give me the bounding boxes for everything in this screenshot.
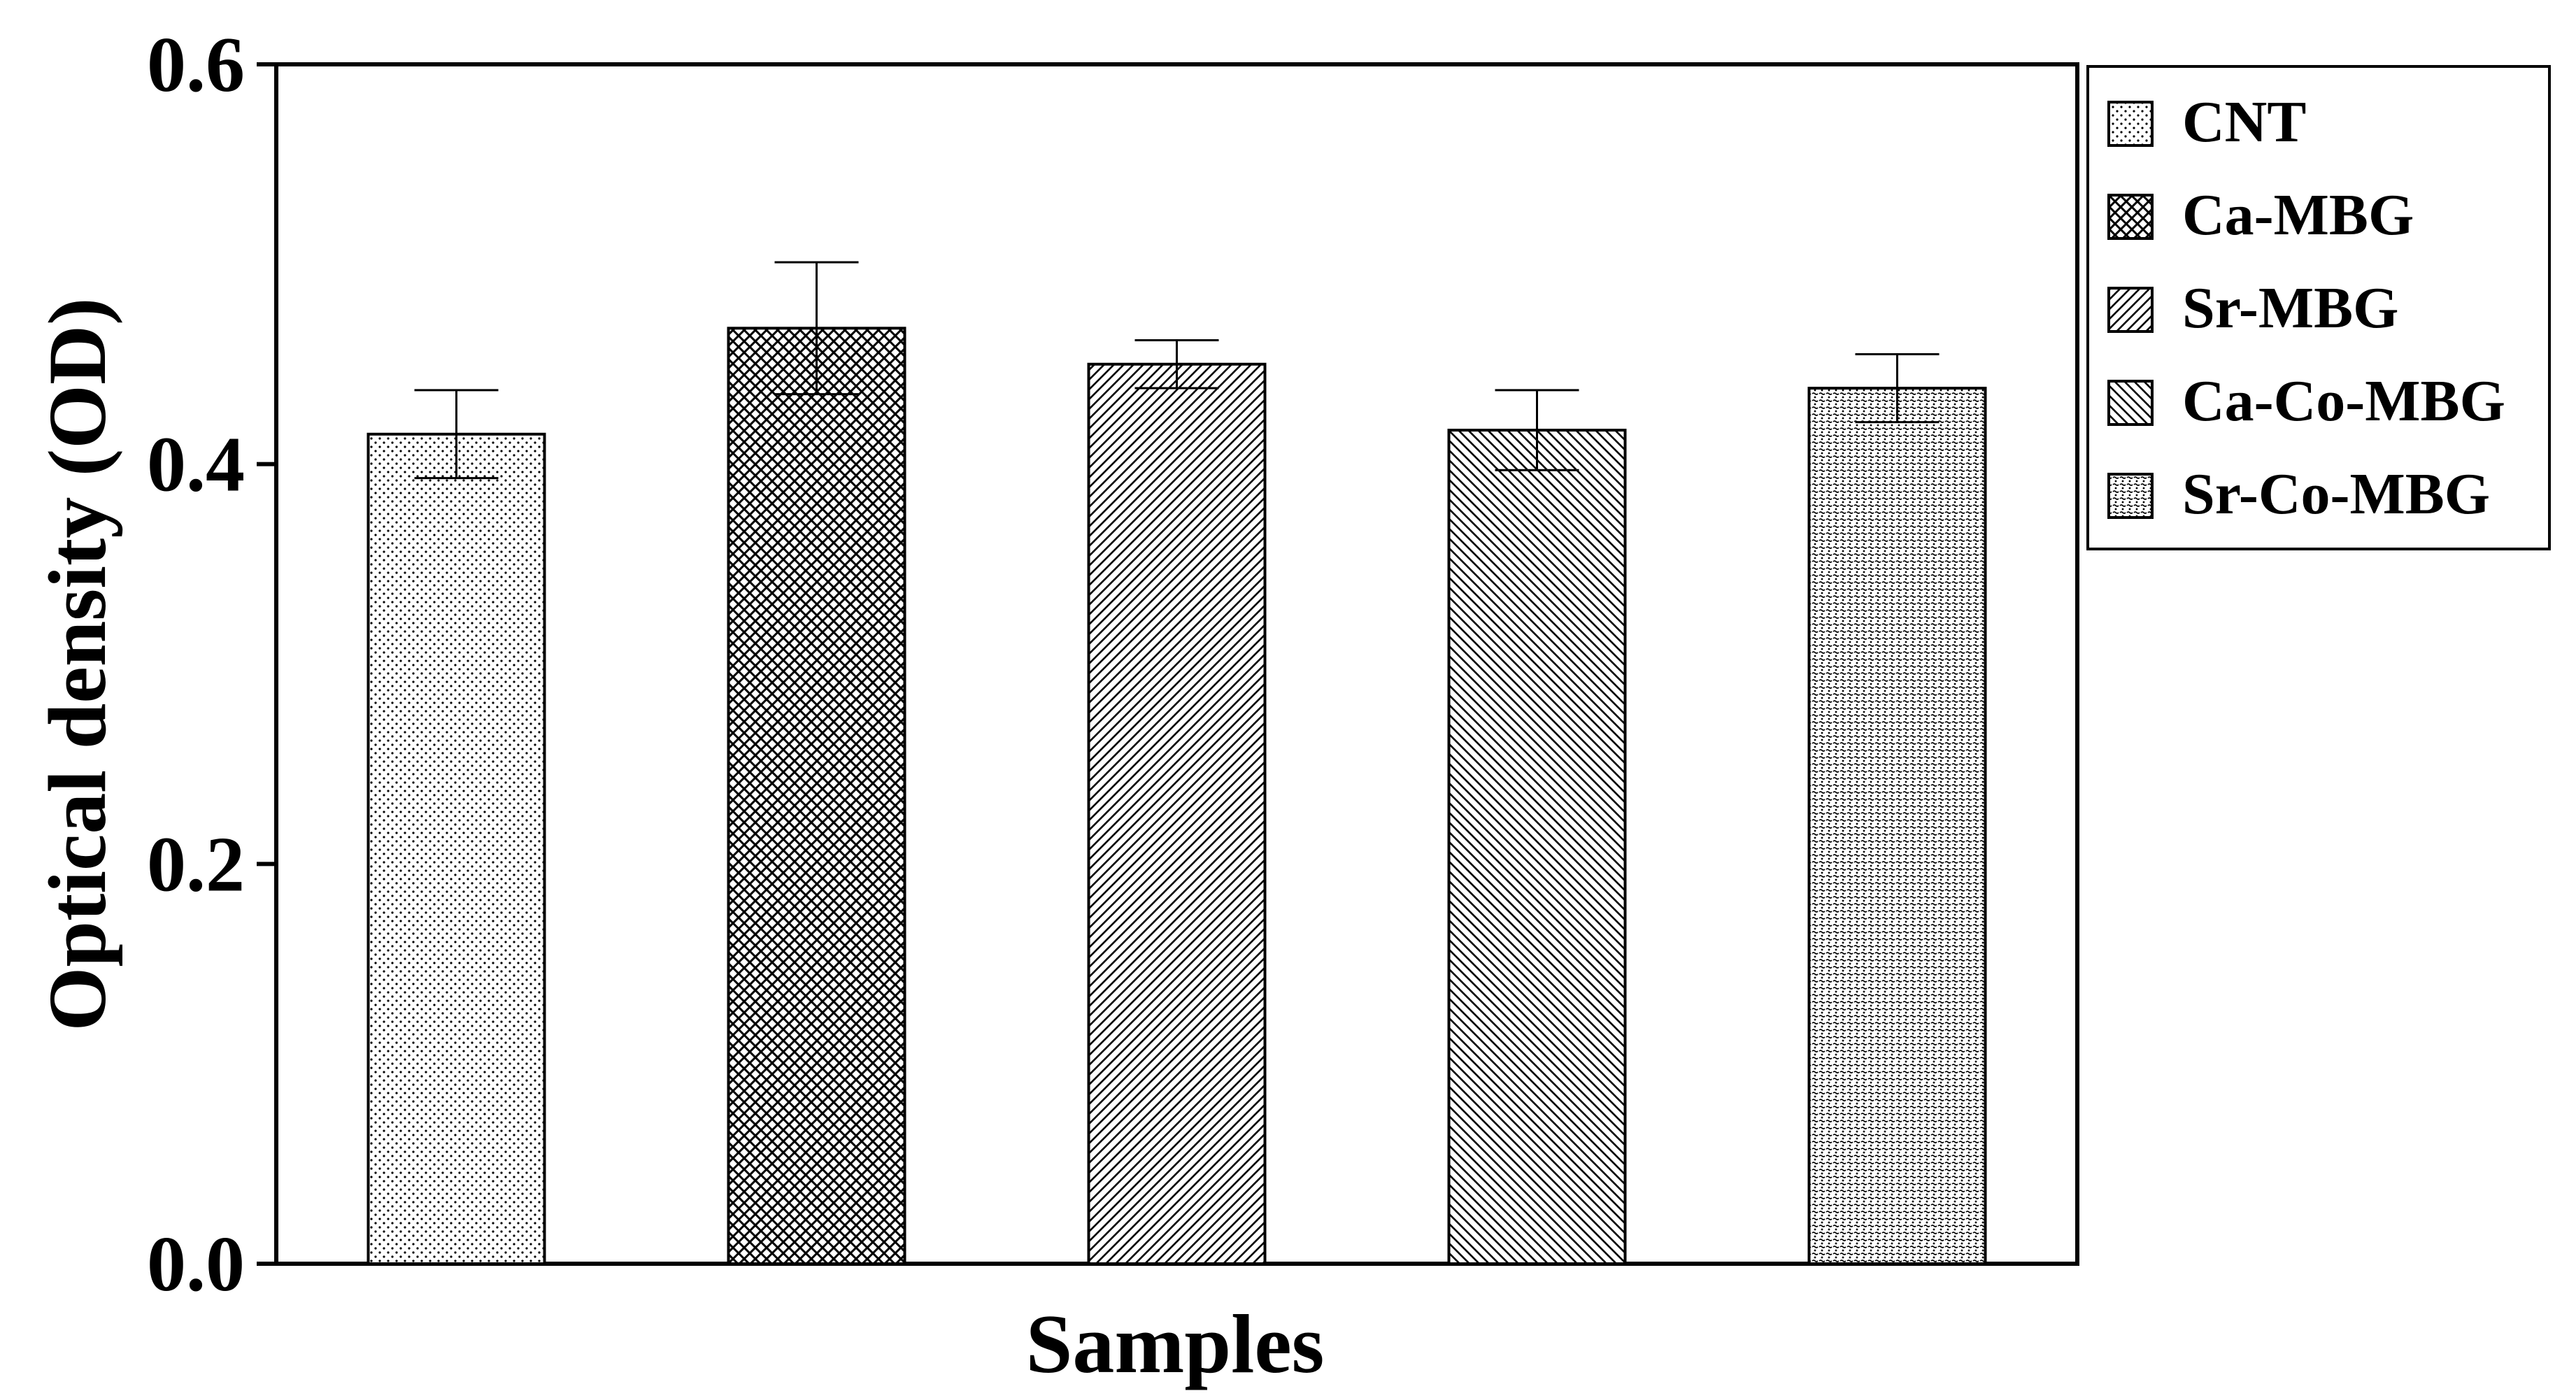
bar-ca-mbg: [727, 327, 906, 1265]
error-bar-ca-mbg: [774, 261, 859, 396]
y-axis-title: Optical density (OD): [31, 298, 123, 1032]
legend-swatch-ca-mbg: [2107, 194, 2154, 240]
bar-sr-mbg: [1087, 362, 1267, 1265]
legend-swatch-sr-co-mbg: [2107, 473, 2154, 519]
legend: CNT Ca-MBG Sr-MBG Ca-Co-MBG Sr-Co-MBG: [2107, 90, 2505, 527]
error-bars-group: [414, 261, 1940, 480]
error-bar-sr-co-mbg: [1855, 352, 1940, 424]
error-bar-ca-co-mbg: [1495, 389, 1579, 471]
legend-swatch-sr-mbg: [2107, 287, 2154, 333]
y-tick-label: 0.0: [147, 1221, 245, 1308]
legend-swatch-ca-co-mbg: [2107, 380, 2154, 426]
legend-label-ca-co-mbg: Ca-Co-MBG: [2182, 369, 2505, 434]
bars-group: [367, 327, 1987, 1266]
error-bar-sr-mbg: [1134, 338, 1219, 390]
bar-sr-co-mbg: [1807, 387, 1987, 1265]
legend-label-cnt: CNT: [2182, 90, 2306, 155]
bar-cnt: [367, 432, 546, 1266]
legend-box: [2086, 65, 2551, 550]
error-bar-cnt: [414, 389, 499, 480]
y-axis-ticks: 0.0 0.2 0.4 0.6: [147, 22, 276, 1308]
bar-ca-co-mbg: [1447, 429, 1627, 1266]
y-tick-label: 0.6: [147, 22, 245, 108]
legend-label-ca-mbg: Ca-MBG: [2182, 183, 2414, 248]
legend-label-sr-mbg: Sr-MBG: [2182, 276, 2399, 341]
legend-label-sr-co-mbg: Sr-Co-MBG: [2182, 462, 2490, 527]
y-tick-label: 0.4: [147, 422, 245, 508]
y-tick-label: 0.2: [147, 821, 245, 908]
legend-swatch-cnt: [2107, 101, 2154, 147]
x-axis-title: Samples: [1026, 1297, 1325, 1390]
